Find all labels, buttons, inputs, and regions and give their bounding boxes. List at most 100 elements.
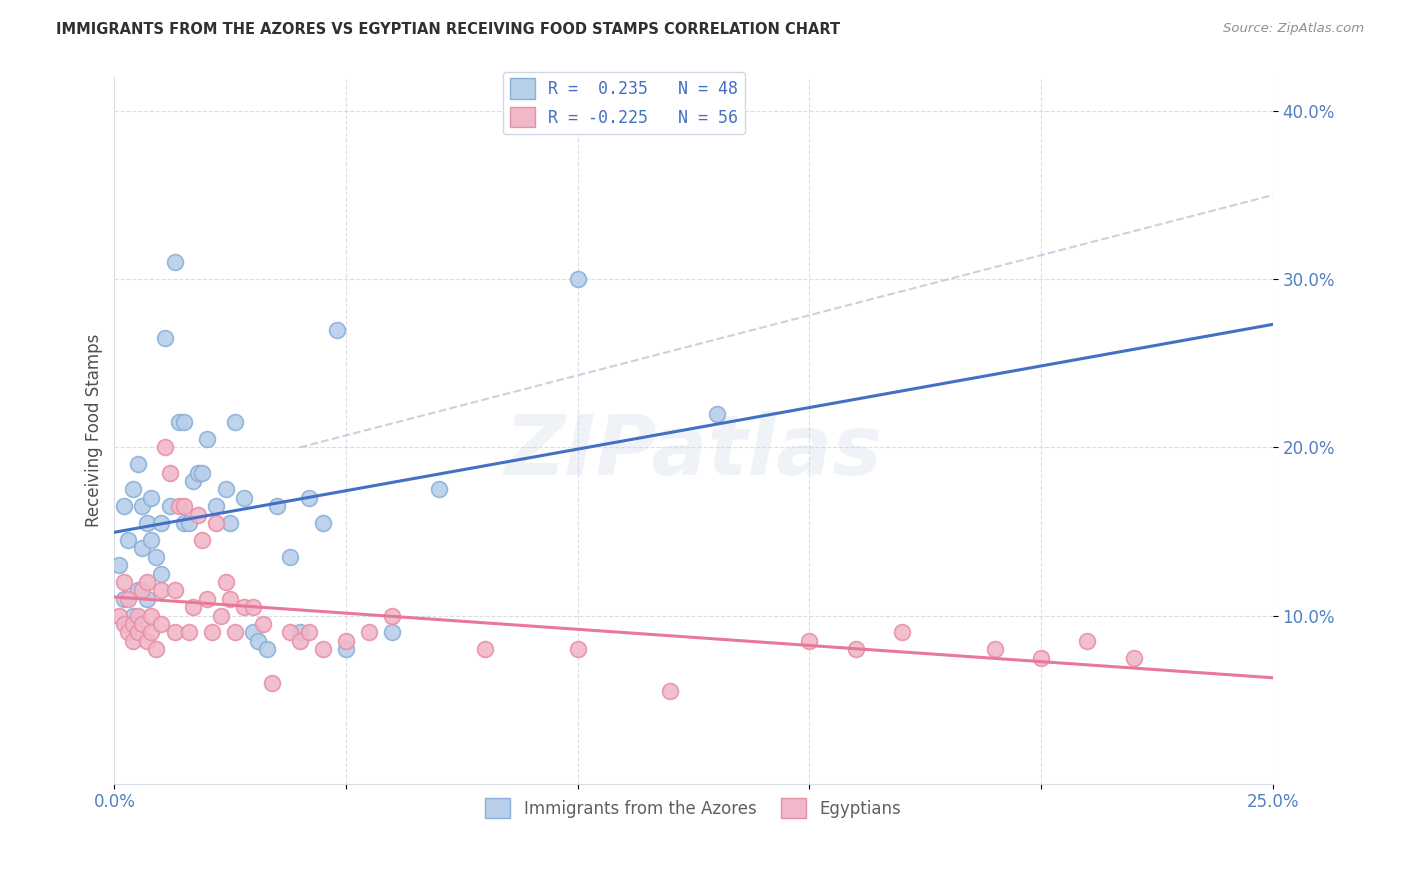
Point <box>214 574 236 589</box>
Point <box>799 633 821 648</box>
Point <box>191 533 214 547</box>
Point <box>135 516 157 530</box>
Point <box>205 500 228 514</box>
Point <box>233 491 256 505</box>
Point <box>214 483 236 497</box>
Point <box>159 500 181 514</box>
Legend: Immigrants from the Azores, Egyptians: Immigrants from the Azores, Egyptians <box>478 791 908 825</box>
Point <box>209 608 232 623</box>
Point <box>706 407 728 421</box>
Point <box>149 583 172 598</box>
Point <box>127 625 149 640</box>
Point <box>177 516 200 530</box>
Point <box>181 474 204 488</box>
Point <box>326 323 349 337</box>
Point <box>288 633 311 648</box>
Point <box>335 633 357 648</box>
Point <box>108 608 131 623</box>
Point <box>567 642 589 657</box>
Point <box>187 508 209 522</box>
Point <box>117 625 139 640</box>
Point <box>122 633 145 648</box>
Point <box>224 415 246 429</box>
Point <box>141 625 163 640</box>
Point <box>201 625 224 640</box>
Point <box>1076 633 1098 648</box>
Point <box>117 591 139 606</box>
Point <box>145 549 167 564</box>
Point <box>280 549 302 564</box>
Point <box>983 642 1005 657</box>
Point <box>135 591 157 606</box>
Point <box>169 415 191 429</box>
Point <box>149 617 172 632</box>
Point <box>149 566 172 581</box>
Point <box>131 617 153 632</box>
Y-axis label: Receiving Food Stamps: Receiving Food Stamps <box>86 334 103 527</box>
Point <box>173 516 195 530</box>
Point <box>359 625 381 640</box>
Point <box>224 625 246 640</box>
Point <box>141 533 163 547</box>
Point <box>335 642 357 657</box>
Point <box>381 625 404 640</box>
Point <box>131 500 153 514</box>
Point <box>659 684 682 698</box>
Point <box>141 608 163 623</box>
Point <box>247 633 270 648</box>
Point <box>219 516 242 530</box>
Point <box>112 591 135 606</box>
Point <box>108 558 131 573</box>
Point <box>122 608 145 623</box>
Point <box>252 617 274 632</box>
Point <box>131 583 153 598</box>
Point <box>127 583 149 598</box>
Point <box>298 625 321 640</box>
Point <box>288 625 311 640</box>
Text: ZIPatlas: ZIPatlas <box>505 411 883 492</box>
Text: IMMIGRANTS FROM THE AZORES VS EGYPTIAN RECEIVING FOOD STAMPS CORRELATION CHART: IMMIGRANTS FROM THE AZORES VS EGYPTIAN R… <box>56 22 841 37</box>
Point <box>122 483 145 497</box>
Point <box>163 255 186 269</box>
Point <box>169 500 191 514</box>
Point <box>155 441 177 455</box>
Point <box>381 608 404 623</box>
Point <box>890 625 912 640</box>
Point <box>266 500 288 514</box>
Point <box>145 642 167 657</box>
Point <box>256 642 278 657</box>
Point <box>1122 650 1144 665</box>
Point <box>112 617 135 632</box>
Point <box>191 466 214 480</box>
Point <box>195 432 218 446</box>
Point <box>117 617 139 632</box>
Point <box>163 583 186 598</box>
Point <box>122 617 145 632</box>
Point <box>173 415 195 429</box>
Point <box>163 625 186 640</box>
Point <box>205 516 228 530</box>
Point <box>112 500 135 514</box>
Point <box>312 642 335 657</box>
Point <box>127 457 149 471</box>
Point <box>112 574 135 589</box>
Point <box>233 600 256 615</box>
Point <box>127 608 149 623</box>
Point <box>427 483 450 497</box>
Point <box>312 516 335 530</box>
Point <box>845 642 868 657</box>
Point <box>195 591 218 606</box>
Point <box>1029 650 1052 665</box>
Point <box>135 633 157 648</box>
Point <box>159 466 181 480</box>
Point <box>242 625 264 640</box>
Point <box>117 533 139 547</box>
Point <box>181 600 204 615</box>
Point <box>149 516 172 530</box>
Point <box>242 600 264 615</box>
Point <box>219 591 242 606</box>
Point <box>173 500 195 514</box>
Point <box>135 574 157 589</box>
Point <box>567 272 589 286</box>
Point <box>298 491 321 505</box>
